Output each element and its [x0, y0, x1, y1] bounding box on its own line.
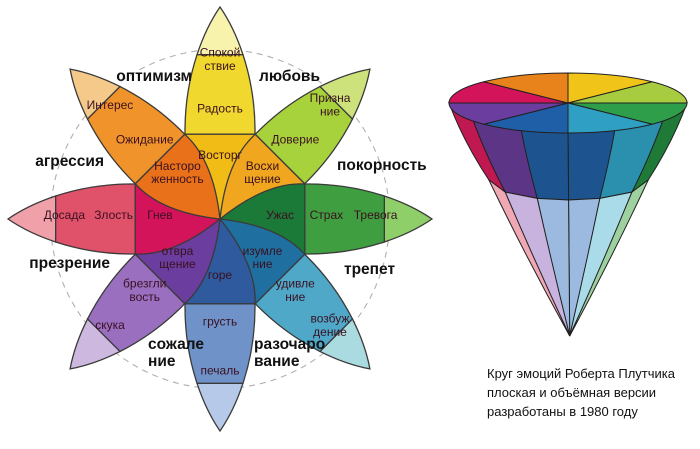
- svg-text:изумле: изумле: [243, 244, 283, 258]
- svg-text:отвра: отвра: [162, 244, 194, 258]
- svg-text:возбуж: возбуж: [311, 311, 350, 325]
- svg-text:Насторо: Насторо: [154, 159, 201, 173]
- svg-text:покорность: покорность: [337, 157, 427, 174]
- svg-text:Восхи: Восхи: [246, 159, 279, 173]
- svg-text:Доверие: Доверие: [271, 133, 319, 147]
- svg-text:Страх: Страх: [310, 208, 344, 222]
- svg-text:ние: ние: [320, 105, 340, 119]
- svg-text:Спокой: Спокой: [200, 46, 241, 60]
- svg-text:разработаны в 1980 году: разработаны в 1980 году: [487, 404, 638, 419]
- svg-text:презрение: презрение: [29, 255, 110, 272]
- svg-text:сожале: сожале: [148, 336, 204, 353]
- svg-text:Призна: Призна: [310, 91, 351, 105]
- svg-text:скука: скука: [95, 318, 125, 332]
- svg-text:агрессия: агрессия: [35, 153, 104, 170]
- svg-text:разочаро: разочаро: [254, 336, 325, 353]
- svg-text:трепет: трепет: [344, 261, 395, 278]
- svg-text:грусть: грусть: [203, 314, 238, 328]
- svg-text:Ожидание: Ожидание: [116, 133, 174, 147]
- svg-text:Интерес: Интерес: [87, 98, 134, 112]
- svg-text:Восторг: Восторг: [198, 148, 242, 162]
- svg-text:печаль: печаль: [201, 364, 240, 378]
- svg-text:Ужас: Ужас: [266, 208, 294, 222]
- svg-text:Круг эмоций Роберта Плутчика: Круг эмоций Роберта Плутчика: [487, 366, 676, 381]
- svg-text:удивле: удивле: [276, 277, 315, 291]
- svg-text:ние: ние: [252, 257, 272, 271]
- svg-text:вание: вание: [254, 353, 300, 370]
- svg-text:вость: вость: [129, 290, 160, 304]
- svg-text:плоская и объёмная версии: плоская и объёмная версии: [487, 385, 656, 400]
- svg-text:ние: ние: [285, 290, 305, 304]
- svg-text:ние: ние: [148, 353, 176, 370]
- svg-text:женность: женность: [151, 172, 203, 186]
- svg-text:Тревога: Тревога: [354, 208, 398, 222]
- svg-text:щение: щение: [159, 257, 196, 271]
- svg-text:Досада: Досада: [44, 208, 86, 222]
- svg-text:Гнев: Гнев: [147, 208, 173, 222]
- svg-text:ствие: ствие: [204, 59, 236, 73]
- svg-text:любовь: любовь: [259, 68, 320, 85]
- svg-text:горе: горе: [208, 268, 232, 282]
- svg-text:оптимизм: оптимизм: [116, 68, 192, 85]
- svg-text:Радость: Радость: [197, 102, 243, 116]
- svg-text:Злость: Злость: [94, 208, 133, 222]
- svg-text:щение: щение: [244, 172, 281, 186]
- svg-text:брезгли: брезгли: [123, 277, 166, 291]
